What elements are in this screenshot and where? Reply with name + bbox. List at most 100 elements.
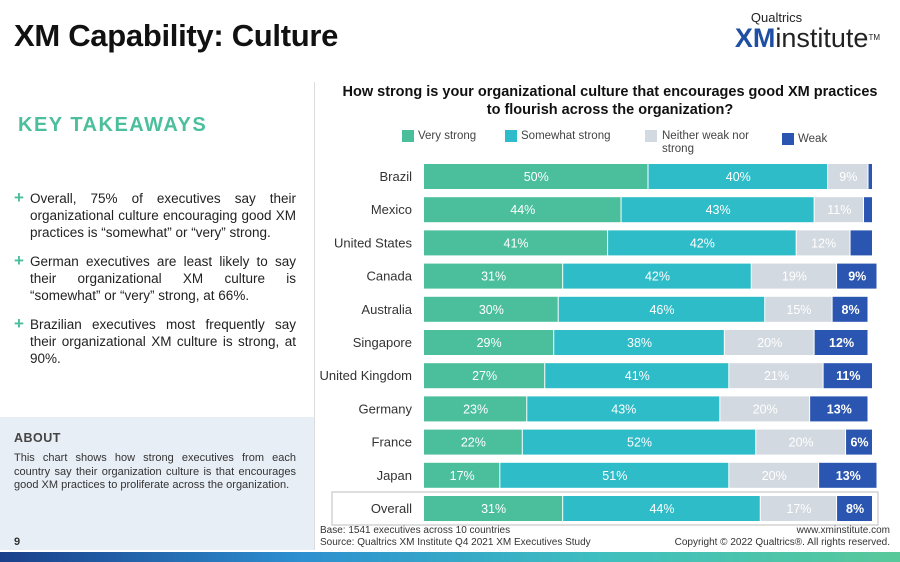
data-label-overall-0: 31% bbox=[481, 502, 506, 516]
category-label-overall: Overall bbox=[371, 501, 412, 516]
bar-segment-france-1 bbox=[522, 429, 756, 455]
about-panel: ABOUT This chart shows how strong execut… bbox=[0, 417, 314, 550]
bar-segment-australia-0 bbox=[424, 296, 558, 322]
takeaways-list: + Overall, 75% of executives say their or… bbox=[14, 189, 296, 379]
data-label-japan-3: 13% bbox=[836, 469, 861, 483]
legend-label-somewhat-strong: Somewhat strong bbox=[521, 130, 611, 142]
bottom-gradient-bar bbox=[0, 552, 900, 562]
bar-segment-australia-1 bbox=[558, 296, 765, 322]
bar-segment-overall-1 bbox=[563, 496, 760, 521]
bar-segment-australia-2 bbox=[765, 296, 832, 322]
bar-segment-france-0 bbox=[424, 429, 522, 455]
vertical-divider bbox=[314, 82, 315, 550]
data-label-australia-0: 30% bbox=[479, 303, 504, 317]
logo-xm: XM bbox=[734, 23, 776, 53]
bar-segment-france-2 bbox=[756, 429, 846, 455]
category-label-germany: Germany bbox=[359, 401, 413, 416]
page-title: XM Capability: Culture bbox=[14, 18, 339, 53]
data-label-mexico-0: 44% bbox=[510, 203, 535, 217]
data-label-japan-2: 20% bbox=[762, 469, 787, 483]
bar-segment-canada-0 bbox=[424, 263, 563, 289]
legend-swatch-very-strong bbox=[402, 130, 414, 142]
data-label-overall-2: 17% bbox=[786, 502, 811, 516]
category-label-brazil: Brazil bbox=[379, 169, 412, 184]
key-takeaways-heading: KEY TAKEAWAYS bbox=[18, 114, 208, 136]
bar-segment-united-states-0 bbox=[424, 230, 608, 256]
data-label-mexico-1: 43% bbox=[706, 203, 731, 217]
data-label-singapore-1: 38% bbox=[627, 336, 652, 350]
footer-copyright: Copyright © 2022 Qualtrics®. All rights … bbox=[674, 537, 890, 548]
data-label-canada-2: 19% bbox=[782, 270, 807, 284]
logo-qualtrics-text: Qualtrics bbox=[750, 10, 803, 25]
category-label-singapore: Singapore bbox=[353, 335, 412, 350]
data-label-overall-3: 8% bbox=[846, 502, 864, 516]
data-label-united-kingdom-1: 41% bbox=[625, 369, 650, 383]
data-label-japan-1: 51% bbox=[602, 469, 627, 483]
logo-trademark: TM bbox=[868, 33, 880, 42]
bar-segment-germany-2 bbox=[720, 396, 810, 422]
bar-segment-united-kingdom-3 bbox=[823, 363, 872, 389]
takeaway-item: + Overall, 75% of executives say their or… bbox=[14, 189, 296, 241]
data-label-singapore-3: 12% bbox=[829, 336, 854, 350]
data-label-brazil-2: 9% bbox=[839, 170, 857, 184]
data-label-france-1: 52% bbox=[627, 436, 652, 450]
category-label-canada: Canada bbox=[366, 269, 412, 284]
bar-segment-united-states-3 bbox=[850, 230, 872, 256]
data-label-france-2: 20% bbox=[789, 436, 814, 450]
data-label-united-states-2: 12% bbox=[811, 236, 836, 250]
data-label-brazil-1: 40% bbox=[726, 170, 751, 184]
data-label-australia-1: 46% bbox=[649, 303, 674, 317]
takeaway-text: Brazilian executives most frequently say… bbox=[30, 317, 296, 366]
data-label-france-3: 6% bbox=[850, 436, 868, 450]
data-label-canada-3: 9% bbox=[848, 270, 866, 284]
footer-right: www.xminstitute.com Copyright © 2022 Qua… bbox=[675, 525, 890, 549]
category-label-mexico: Mexico bbox=[371, 202, 412, 217]
data-label-overall-1: 44% bbox=[649, 502, 674, 516]
about-text: This chart shows how strong executives f… bbox=[14, 452, 296, 491]
bar-segment-singapore-2 bbox=[724, 330, 814, 355]
data-label-japan-0: 17% bbox=[450, 469, 475, 483]
legend-swatch-neither bbox=[645, 130, 657, 142]
legend-swatch-somewhat-strong bbox=[505, 130, 517, 142]
data-label-australia-3: 8% bbox=[842, 303, 860, 317]
category-label-australia: Australia bbox=[361, 302, 412, 317]
takeaway-item: + German executives are least likely to s… bbox=[14, 252, 296, 304]
bar-segment-brazil-1 bbox=[648, 164, 828, 189]
data-label-france-0: 22% bbox=[461, 436, 486, 450]
data-label-singapore-2: 20% bbox=[757, 336, 782, 350]
about-heading: ABOUT bbox=[14, 431, 61, 445]
bar-segment-overall-2 bbox=[760, 496, 837, 521]
bar-segment-japan-1 bbox=[500, 462, 729, 488]
bar-segment-overall-0 bbox=[424, 496, 563, 521]
footer-base: Base: 1541 executives across 10 countrie… bbox=[320, 525, 511, 536]
bar-segment-singapore-1 bbox=[554, 330, 724, 355]
bar-segment-united-states-1 bbox=[608, 230, 796, 256]
plus-icon: + bbox=[14, 314, 24, 333]
bar-segment-singapore-3 bbox=[814, 330, 868, 355]
category-label-united-states: United States bbox=[334, 235, 413, 250]
data-label-united-states-0: 41% bbox=[504, 236, 529, 250]
bar-segment-mexico-3 bbox=[864, 197, 872, 223]
data-label-germany-2: 20% bbox=[753, 402, 778, 416]
overall-row-frame bbox=[331, 491, 879, 526]
bar-segment-canada-3 bbox=[837, 263, 877, 289]
bar-segment-australia-3 bbox=[832, 296, 868, 322]
legend-label-neither: Neither weak nor strong bbox=[662, 130, 749, 155]
data-label-united-kingdom-3: 11% bbox=[836, 369, 860, 383]
bar-segment-united-kingdom-0 bbox=[424, 363, 545, 389]
bar-segment-japan-0 bbox=[424, 462, 500, 488]
bar-segment-mexico-0 bbox=[424, 197, 621, 223]
bar-segment-brazil-0 bbox=[424, 164, 648, 189]
bar-segment-france-3 bbox=[846, 429, 872, 455]
data-label-australia-2: 15% bbox=[786, 303, 811, 317]
data-label-united-states-1: 42% bbox=[690, 236, 715, 250]
data-label-brazil-0: 50% bbox=[524, 170, 549, 184]
qualtrics-xm-institute-logo: Qualtrics XMinstituteTM bbox=[734, 10, 880, 53]
category-label-japan: Japan bbox=[377, 468, 412, 483]
bar-segment-united-kingdom-2 bbox=[729, 363, 823, 389]
bar-segment-canada-2 bbox=[751, 263, 837, 289]
bar-segment-germany-1 bbox=[527, 396, 720, 422]
bar-segment-mexico-1 bbox=[621, 197, 814, 223]
data-label-mexico-2: 11% bbox=[827, 203, 851, 217]
